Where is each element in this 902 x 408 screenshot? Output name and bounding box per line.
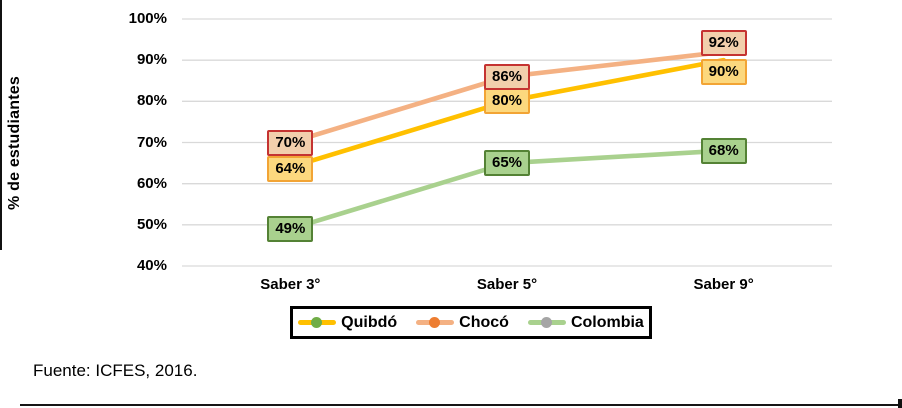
data-label-quibdó: 80% (484, 88, 530, 115)
legend-line-sample (527, 317, 566, 328)
y-axis-title: % de estudiantes (6, 76, 23, 210)
x-category-label: Saber 9° (693, 276, 754, 293)
legend-marker-dot (429, 317, 441, 328)
data-label-chocó: 86% (484, 63, 530, 90)
x-category-label: Saber 5° (476, 276, 538, 293)
legend-label: Chocó (459, 313, 509, 331)
source-note: Fuente: ICFES, 2016. (33, 361, 198, 380)
legend-entry-colombia: Colombia (527, 313, 644, 332)
y-tick-label: 80% (136, 92, 167, 110)
bottom-border-rule (20, 404, 902, 406)
legend-marker-dot (540, 317, 552, 328)
data-label-quibdó: 90% (700, 59, 747, 86)
data-label-colombia: 49% (267, 215, 314, 242)
legend-label: Colombia (570, 313, 644, 331)
y-tick-label: 60% (136, 174, 167, 192)
data-label-colombia: 65% (484, 150, 530, 177)
legend: Quibdó Chocó Colombia (290, 306, 652, 339)
y-tick-label: 90% (136, 51, 167, 69)
legend-entry-chocó: Chocó (416, 314, 509, 332)
y-tick-label: 40% (136, 257, 167, 274)
corner-mark (898, 399, 902, 408)
x-category-label: Saber 3° (260, 276, 321, 293)
data-label-colombia: 68% (700, 137, 747, 164)
legend-entry-quibdó: Quibdó (298, 314, 397, 332)
y-tick-label: 50% (136, 215, 167, 233)
y-tick-label: 70% (136, 133, 167, 151)
legend-line-sample (298, 317, 337, 328)
y-tick-label: 100% (128, 10, 167, 27)
data-label-chocó: 70% (267, 129, 314, 156)
legend-line-sample (416, 317, 455, 328)
left-border-rule (0, 0, 2, 250)
legend-marker-dot (311, 317, 323, 328)
legend-label: Quibdó (341, 313, 398, 331)
data-label-chocó: 92% (700, 29, 747, 56)
data-label-quibdó: 64% (267, 156, 314, 183)
